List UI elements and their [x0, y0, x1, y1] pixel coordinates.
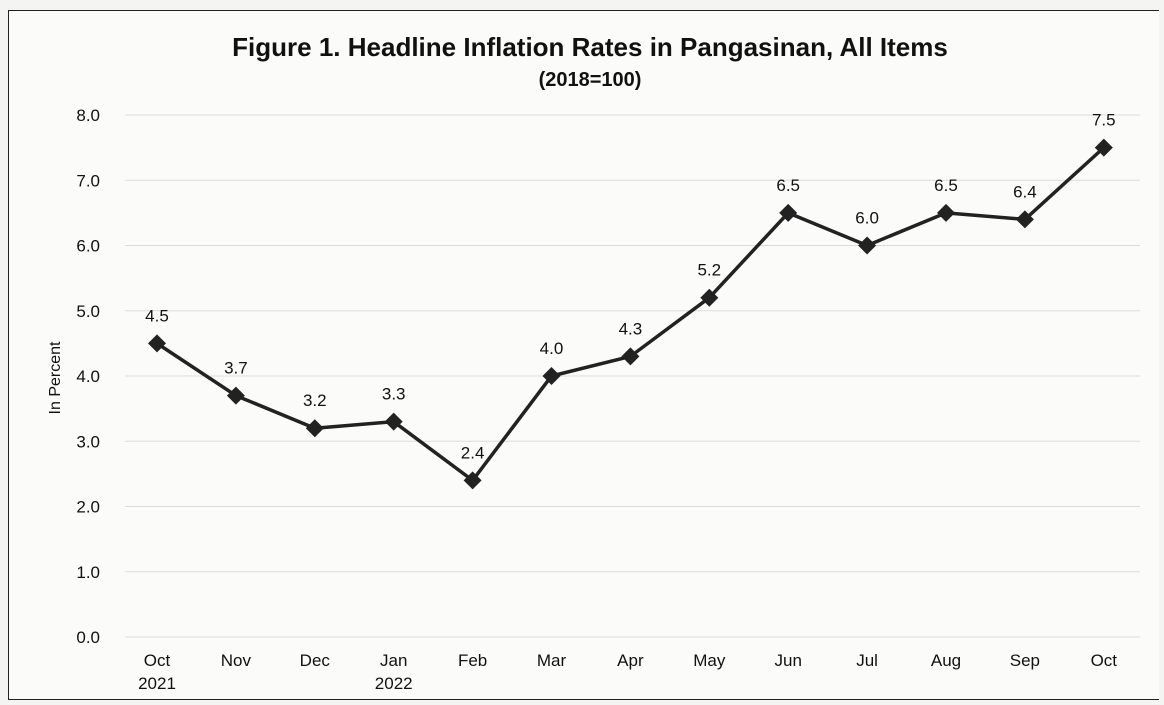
data-label: 4.3 [619, 319, 643, 338]
y-tick-label: 0.0 [76, 628, 100, 647]
chart-frame [8, 10, 1159, 700]
data-label: 7.5 [1092, 111, 1116, 130]
x-tick-label: Apr [617, 651, 644, 670]
data-point-marker [305, 419, 324, 438]
gridlines [125, 114, 1140, 638]
x-tick-label: Dec [300, 651, 331, 670]
data-point-marker [858, 236, 877, 255]
data-label: 4.5 [145, 306, 169, 325]
data-label: 6.5 [776, 176, 800, 195]
x-tick-label: Jul [856, 651, 878, 670]
data-label: 3.2 [303, 391, 327, 410]
data-point-marker [700, 288, 719, 307]
x-tick-label: Feb [458, 651, 487, 670]
y-tick-label: 2.0 [76, 498, 100, 517]
x-tick-label: Mar [537, 651, 567, 670]
y-axis-label: In Percent [47, 341, 64, 414]
y-tick-label: 4.0 [76, 367, 100, 386]
data-point-marker [621, 347, 640, 366]
y-tick-label: 1.0 [76, 563, 100, 582]
data-label: 6.5 [934, 176, 958, 195]
chart-subtitle: (2018=100) [539, 69, 642, 91]
data-point-marker [1015, 210, 1034, 229]
data-point-marker [937, 203, 955, 222]
x-tick-label: Oct [144, 651, 171, 670]
data-label: 2.4 [461, 443, 485, 462]
series-inflation: 4.5 3.7 3.2 3.3 2.4 4.0 4.3 5.2 6.5 6.0 6.5 6.4 7.5 [145, 111, 1116, 490]
data-point-marker [779, 203, 798, 222]
series-line [156, 146, 1105, 483]
x-tick-label: May [693, 651, 726, 670]
y-tick-labels: 0.0 1.0 2.0 3.0 4.0 5.0 6.0 7.0 8.0 [76, 106, 100, 647]
data-point-marker [148, 334, 166, 353]
x-tick-label: Sep [1010, 651, 1040, 670]
y-tick-label: 7.0 [76, 171, 100, 190]
data-label: 4.0 [540, 339, 564, 358]
data-point-marker [463, 471, 482, 490]
data-label: 6.4 [1013, 182, 1037, 201]
data-point-marker [384, 412, 403, 431]
y-tick-label: 8.0 [76, 106, 100, 125]
x-tick-labels: Oct 2021 Nov Dec Jan 2022 Feb Mar Apr May Jun Jul Au… [138, 651, 1117, 693]
x-tick-label: 2022 [375, 674, 413, 693]
x-tick-label: 2021 [138, 674, 176, 693]
data-label: 6.0 [855, 209, 879, 228]
data-label: 3.7 [224, 359, 248, 378]
y-tick-label: 6.0 [76, 237, 100, 256]
x-tick-label: Aug [931, 651, 961, 670]
x-tick-label: Jun [774, 651, 801, 670]
x-tick-label: Nov [221, 651, 252, 670]
x-tick-label: Oct [1091, 651, 1118, 670]
y-tick-label: 5.0 [76, 302, 100, 321]
data-point-marker [542, 367, 561, 385]
data-point-marker [1094, 138, 1113, 157]
data-label: 3.3 [382, 385, 406, 404]
y-tick-label: 3.0 [76, 432, 100, 451]
data-point-marker [226, 386, 245, 405]
chart-title: Figure 1. Headline Inflation Rates in Pa… [232, 32, 948, 62]
x-tick-label: Jan [380, 651, 407, 670]
data-label: 5.2 [697, 261, 721, 280]
